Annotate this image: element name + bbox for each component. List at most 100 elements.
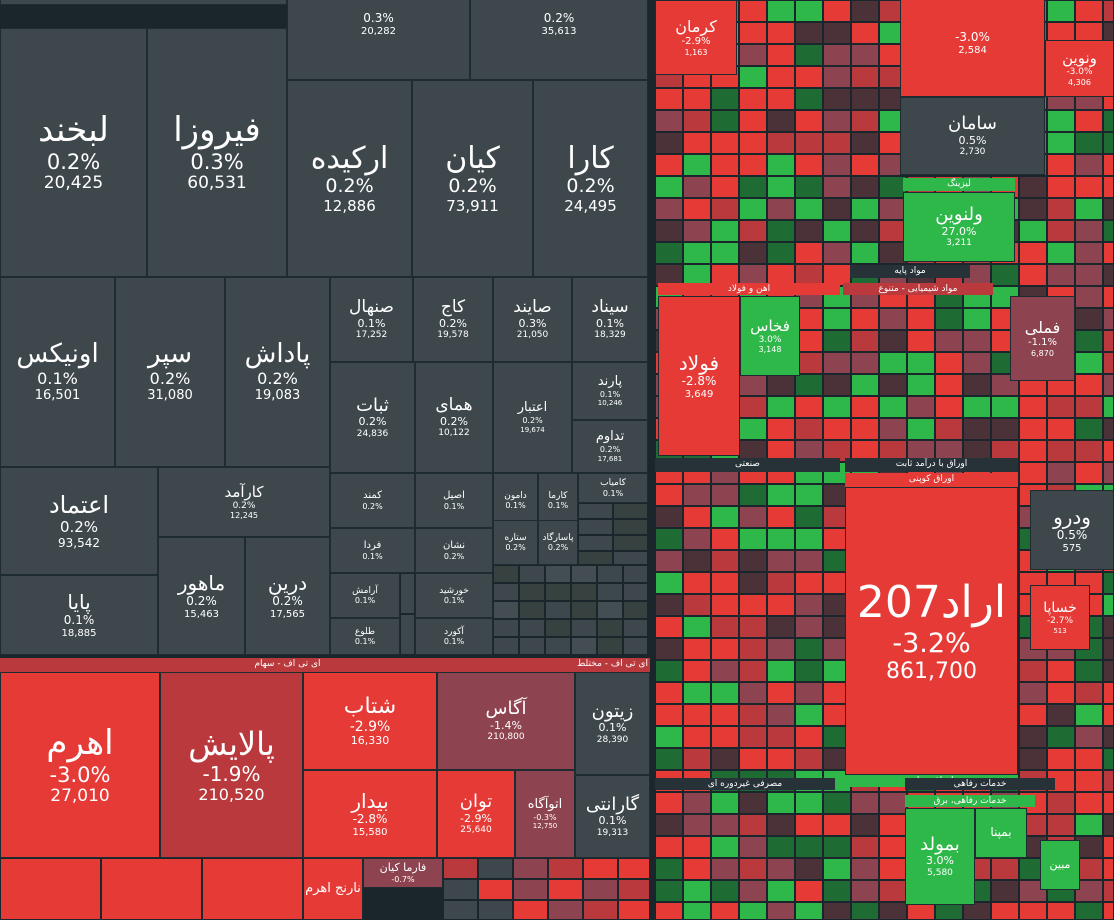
small-tile — [935, 374, 963, 396]
tile-change: 0.2% — [358, 415, 387, 429]
small-tile — [879, 352, 907, 374]
small-tile — [795, 704, 823, 726]
small-tile — [1103, 286, 1114, 308]
small-tile — [1019, 176, 1047, 198]
small-tile — [823, 374, 851, 396]
tile-volume: 12,886 — [323, 197, 376, 216]
small-tile — [1047, 220, 1075, 242]
small-tile — [711, 176, 739, 198]
small-tile — [683, 550, 711, 572]
stock-tile: پارند 0.1% 10,246 — [572, 362, 648, 420]
small-tile — [1075, 440, 1103, 462]
small-tile — [795, 396, 823, 418]
small-tile — [935, 352, 963, 374]
tile-name: آگاس — [485, 698, 527, 720]
small-tile — [795, 638, 823, 660]
small-tile — [767, 132, 795, 154]
tile-name: پارند — [597, 373, 623, 389]
tile-volume: 28,390 — [596, 734, 629, 745]
tile-change: 0.2% — [443, 551, 465, 561]
small-tile — [711, 726, 739, 748]
small-tile — [1075, 176, 1103, 198]
small-tile — [1019, 902, 1047, 920]
small-tile — [1047, 660, 1075, 682]
stock-tile: اهرم -3.0% 27,010 — [0, 672, 160, 858]
small-tile — [1019, 660, 1047, 682]
tile-volume: 17,252 — [355, 330, 388, 341]
small-tile — [711, 660, 739, 682]
stock-tile: پاسارگاد 0.2% — [538, 520, 578, 565]
small-tile — [739, 198, 767, 220]
small-tile — [767, 660, 795, 682]
small-tile — [1103, 880, 1114, 902]
small-tile — [767, 396, 795, 418]
tile-name: فخاس — [750, 316, 790, 335]
section-header: مواد پایه — [850, 265, 970, 278]
small-tile — [519, 637, 545, 655]
tile-volume: 861,700 — [886, 659, 977, 685]
tile-change: 0.1% — [505, 501, 526, 511]
small-tile — [935, 308, 963, 330]
tile-change: 0.2% — [448, 175, 497, 198]
small-tile — [767, 374, 795, 396]
tile-name: کارا — [567, 140, 614, 176]
small-tile — [623, 619, 648, 637]
small-tile — [795, 550, 823, 572]
small-tile — [683, 726, 711, 748]
small-tile — [578, 551, 613, 565]
small-tile — [655, 550, 683, 572]
small-tile — [767, 858, 795, 880]
small-tile — [545, 601, 571, 619]
small-tile — [1103, 792, 1114, 814]
tile-change: 0.2% — [566, 175, 615, 198]
small-tile — [711, 88, 739, 110]
small-tile — [548, 900, 583, 920]
small-tile — [493, 565, 519, 583]
section-header: صنعتی — [655, 458, 840, 472]
small-tile — [1075, 154, 1103, 176]
small-tile — [655, 682, 683, 704]
tile-change: 0.1% — [598, 814, 627, 828]
small-tile — [513, 900, 548, 920]
small-tile — [795, 572, 823, 594]
tile-volume: 2,730 — [959, 147, 986, 158]
small-tile — [795, 132, 823, 154]
stock-tile: فردا 0.1% — [330, 528, 415, 573]
stock-tile: آگاس -1.4% 210,800 — [437, 672, 575, 770]
tile-name: زیتون — [591, 700, 634, 722]
tile-change: 0.1% — [37, 369, 78, 389]
small-tile — [1047, 198, 1075, 220]
small-tile — [623, 601, 648, 619]
small-tile — [767, 704, 795, 726]
small-tile — [683, 110, 711, 132]
small-tile — [683, 176, 711, 198]
stock-tile: نشان 0.2% — [415, 528, 493, 573]
small-tile — [655, 110, 683, 132]
stock-tile: طلوع 0.1% — [330, 618, 400, 655]
tile-name: ماهور — [177, 570, 226, 595]
small-tile — [795, 902, 823, 920]
small-tile — [767, 836, 795, 858]
small-tile — [907, 396, 935, 418]
tile-change: -1.1% — [1028, 337, 1058, 349]
small-tile — [1103, 660, 1114, 682]
tile-volume: 3,148 — [758, 345, 782, 355]
small-tile — [767, 726, 795, 748]
section-header: مواد شیمیایی - متنوع — [843, 283, 993, 295]
small-tile — [795, 792, 823, 814]
tile-name: ستاره — [504, 532, 527, 543]
tile-change: 0.2% — [362, 501, 383, 511]
tile-change: 0.1% — [443, 596, 465, 606]
small-tile — [655, 880, 683, 902]
tile-volume: 19,578 — [437, 330, 469, 341]
small-tile — [795, 484, 823, 506]
tile-change: 0.1% — [547, 501, 569, 511]
tile-change: -0.7% — [391, 874, 415, 884]
small-tile — [907, 374, 935, 396]
tile-name: پاسارگاد — [542, 532, 574, 543]
section-header: خدمات رفاهی، برق — [905, 795, 1035, 807]
small-tile — [823, 220, 851, 242]
small-tile — [851, 154, 879, 176]
small-tile — [683, 154, 711, 176]
section-header: لیزینگ — [903, 178, 1015, 191]
